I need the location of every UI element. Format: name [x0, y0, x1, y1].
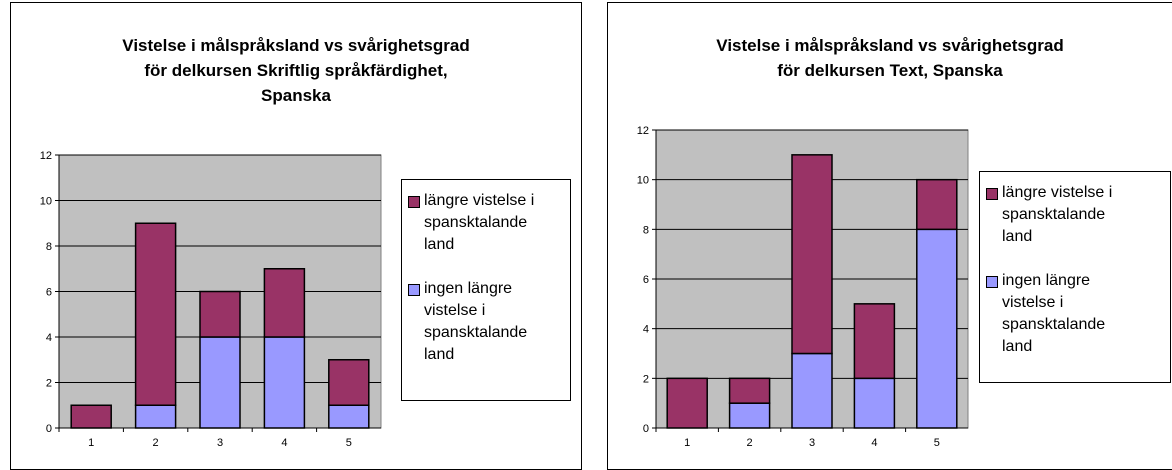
legend-entry: längre vistelse i spansktalande land — [408, 190, 564, 256]
y-tick-label: 6 — [46, 287, 52, 299]
legend: längre vistelse i spansktalande land inge… — [979, 171, 1171, 383]
y-tick-label: 0 — [46, 423, 52, 435]
y-tick-label: 2 — [46, 378, 52, 390]
legend-entry: ingen längre vistelse i spansktalande la… — [986, 270, 1164, 358]
x-tick-label: 1 — [88, 437, 94, 449]
chart-frame: Vistelse i målspråksland vs svårighetsgr… — [607, 2, 1172, 470]
chart-title: Vistelse i målspråksland vs svårighetsgr… — [608, 33, 1172, 83]
legend-label: längre vistelse i spansktalande land — [1002, 184, 1113, 245]
bar-segment — [728, 402, 771, 429]
bar-segment — [134, 404, 177, 429]
legend-label: ingen längre vistelse i spansktalande la… — [424, 280, 528, 363]
bar-segment — [263, 268, 306, 338]
y-tick-label: 10 — [40, 196, 52, 208]
bar-segment — [199, 336, 241, 429]
title-line: Vistelse i målspråksland vs svårighetsgr… — [716, 36, 1064, 55]
bar-segment — [70, 404, 112, 429]
x-tick-label: 5 — [934, 437, 940, 449]
y-tick-label: 4 — [46, 332, 52, 344]
x-tick-label: 3 — [217, 437, 223, 449]
y-tick-label: 8 — [46, 241, 52, 253]
bar-segment — [791, 352, 833, 429]
legend-swatch — [986, 276, 998, 288]
legend-label: ingen längre vistelse i spansktalande la… — [1002, 272, 1106, 355]
bar-segment — [328, 404, 370, 429]
bar-segment — [199, 290, 241, 338]
x-tick-label: 1 — [684, 437, 690, 449]
title-line: för delkursen Skriftlig språkfärdighet, — [144, 61, 448, 80]
legend-label: längre vistelse i spansktalande land — [424, 192, 535, 253]
title-line: Vistelse i målspråksland vs svårighetsgr… — [122, 36, 470, 55]
legend-swatch — [408, 196, 420, 208]
y-tick-label: 0 — [643, 423, 649, 435]
legend-swatch — [986, 188, 998, 200]
y-tick-label: 8 — [643, 224, 649, 236]
bar-segment — [916, 178, 958, 231]
x-tick-label: 2 — [153, 437, 159, 449]
title-line: för delkursen Text, Spanska — [777, 61, 1003, 80]
y-tick-label: 6 — [643, 274, 649, 286]
bar-segment — [791, 154, 833, 355]
bar-segment — [263, 336, 306, 429]
y-tick-label: 2 — [643, 373, 649, 385]
bar-segment — [666, 377, 708, 429]
legend: längre vistelse i spansktalande land inge… — [401, 179, 571, 401]
y-tick-label: 4 — [643, 324, 649, 336]
title-line: Spanska — [261, 86, 331, 105]
bar-segment — [853, 377, 896, 429]
chart-title: Vistelse i målspråksland vs svårighetsgr… — [11, 33, 581, 108]
y-tick-label: 12 — [40, 150, 52, 162]
chart-frame: Vistelse i målspråksland vs svårighetsgr… — [10, 2, 582, 470]
legend-entry: ingen längre vistelse i spansktalande la… — [408, 278, 564, 366]
y-tick-label: 12 — [637, 125, 649, 137]
bar-segment — [328, 359, 370, 406]
x-tick-label: 4 — [281, 437, 287, 449]
bar-segment — [916, 228, 958, 429]
x-tick-label: 2 — [747, 437, 753, 449]
x-tick-label: 3 — [809, 437, 815, 449]
legend-swatch — [408, 284, 420, 296]
x-tick-label: 4 — [871, 437, 877, 449]
bar-segment — [134, 222, 177, 406]
y-tick-label: 10 — [637, 175, 649, 187]
legend-entry: längre vistelse i spansktalande land — [986, 182, 1164, 248]
x-tick-label: 5 — [346, 437, 352, 449]
bar-segment — [853, 303, 896, 380]
bar-segment — [728, 377, 771, 404]
